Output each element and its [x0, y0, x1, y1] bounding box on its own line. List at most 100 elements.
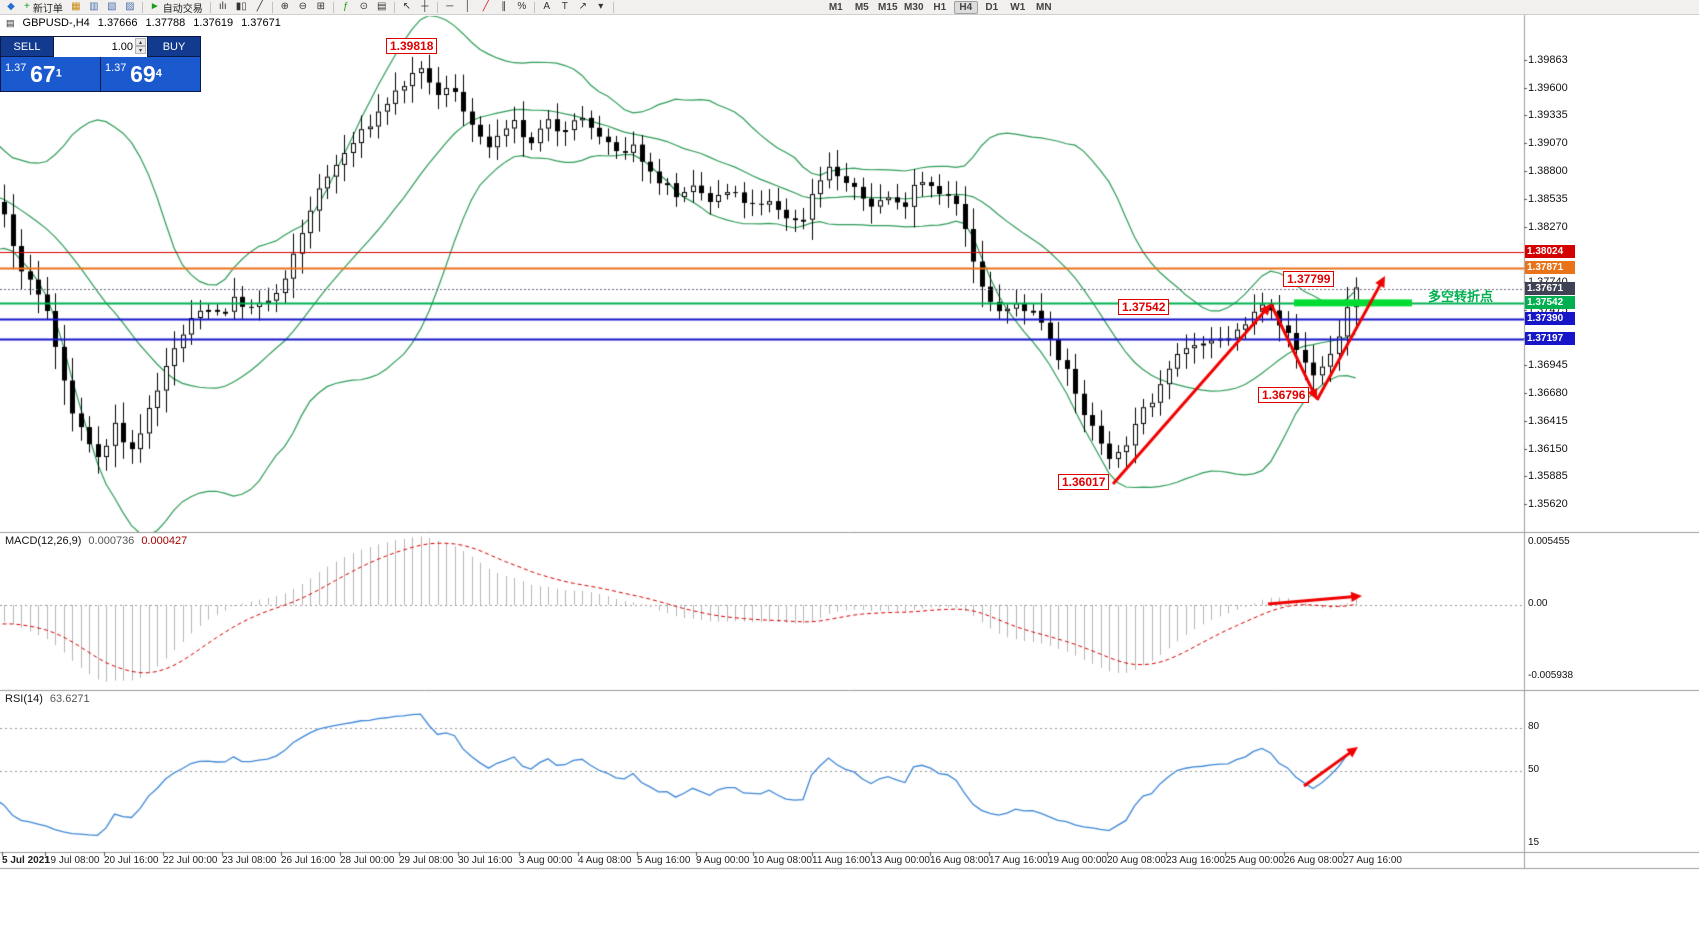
volume-stepper: ▴ ▾ [54, 37, 147, 57]
sell-price-pips: 67 [30, 61, 56, 87]
toolbar-separator [141, 1, 143, 13]
price-callout[interactable]: 1.36017 [1058, 474, 1110, 490]
horizontal-line-icon: ─ [446, 1, 454, 12]
rsi-indicator-label: RSI(14) 63.6271 [5, 693, 90, 705]
zoom-out-icon[interactable]: ⊖ [295, 1, 311, 14]
timeframe-mn-button[interactable]: MN [1035, 1, 1052, 13]
timeframe-m5-button[interactable]: M5 [854, 1, 869, 13]
navigator-icon: ▧ [107, 1, 117, 12]
timeframe-d1-button[interactable]: D1 [985, 1, 999, 13]
buy-price-prefix: 1.37 [105, 62, 127, 74]
new-order-button[interactable]: + 新订单 [21, 1, 66, 15]
zoom-in-icon[interactable]: ⊕ [277, 1, 293, 14]
timeframe-m15-button[interactable]: M15 [878, 1, 898, 13]
price-callout[interactable]: 1.37799 [1283, 271, 1335, 287]
app-icon[interactable]: ◆ [3, 1, 19, 14]
buy-price-pips: 69 [130, 61, 156, 87]
tile-windows-icon[interactable]: ⊞ [313, 1, 329, 14]
templates-icon[interactable]: ▤ [374, 1, 390, 14]
candlestick-chart-icon[interactable]: ▮▯ [233, 1, 250, 14]
candlestick-chart-icon: ▮▯ [235, 1, 247, 12]
vertical-line-icon: │ [464, 1, 471, 12]
quote-high: 1.37788 [145, 17, 186, 29]
text-icon: A [543, 1, 551, 12]
turning-point-annotation[interactable]: 多空转折点 [1428, 289, 1494, 304]
charts-window-icon[interactable]: ▦ [68, 1, 84, 14]
chart-quote-header: ▤ GBPUSD-,H4 1.37666 1.37788 1.37619 1.3… [6, 17, 281, 29]
navigator-icon[interactable]: ▧ [104, 1, 120, 14]
timeframe-m1-button[interactable]: M1 [828, 1, 843, 13]
macd-signal-value: 0.000427 [141, 535, 188, 547]
main-toolbar: ◆ + 新订单 ▦ ▥ ▧ ▨ ► 自动交易 ılı ▮▯ ╱ ⊕ ⊖ ⊞ ƒ ⊙ ▤ ↖ ┼ ─ │ ╱ ∥% A T ↗ ▾ M1 M… [0, 0, 1699, 15]
shapes-dropdown-icon[interactable]: ▾ [593, 1, 609, 14]
text-icon[interactable]: A [539, 1, 555, 14]
tile-windows-icon: ⊞ [316, 1, 325, 12]
crosshair-icon: ┼ [421, 1, 429, 12]
sell-price-button[interactable]: 1.37 671 [1, 57, 100, 91]
price-callout[interactable]: 1.36796 [1258, 387, 1310, 403]
price-callout[interactable]: 1.39818 [386, 38, 438, 54]
timeframe-h4-button[interactable]: H4 [953, 0, 978, 14]
zoom-in-icon: ⊕ [280, 1, 289, 12]
sell-price-point: 1 [55, 67, 62, 80]
cursor-icon[interactable]: ↖ [399, 1, 415, 14]
period-icon: ⊙ [359, 1, 368, 12]
rsi-name: RSI(14) [5, 693, 43, 705]
timeframe-w1-button[interactable]: W1 [1010, 1, 1026, 13]
buy-price-button[interactable]: 1.37 694 [101, 57, 200, 91]
quote-open: 1.37666 [97, 17, 138, 29]
toolbar-separator [332, 1, 334, 13]
cursor-icon: ↖ [402, 1, 411, 12]
line-chart-icon: ╱ [256, 1, 263, 12]
bar-chart-icon[interactable]: ılı [215, 1, 231, 14]
fibonacci-icon[interactable]: % [514, 1, 530, 14]
channel-icon: ∥ [501, 1, 507, 12]
terminal-icon[interactable]: ▨ [122, 1, 138, 14]
autotrading-button-label: 自动交易 [162, 3, 203, 15]
market-watch-icon[interactable]: ▥ [86, 1, 102, 14]
zoom-out-icon: ⊖ [298, 1, 307, 12]
arrows-tool-icon: ↗ [578, 1, 587, 12]
vertical-line-icon[interactable]: │ [460, 1, 476, 14]
symbol-period-label: GBPUSD-,H4 [22, 17, 90, 29]
new-order-icon: + [24, 1, 30, 12]
crosshair-icon[interactable]: ┼ [417, 1, 433, 14]
text-label-icon[interactable]: T [557, 1, 573, 14]
text-label-icon: T [561, 1, 568, 12]
timeframe-m30-button[interactable]: M30 [904, 1, 924, 13]
price-callout[interactable]: 1.37542 [1118, 299, 1170, 315]
market-watch-icon: ▥ [89, 1, 99, 12]
autotrading-icon: ► [149, 1, 160, 12]
channel-icon[interactable]: ∥ [496, 1, 512, 14]
charts-window-icon: ▦ [71, 1, 81, 12]
app-icon: ◆ [7, 1, 15, 12]
toolbar-separator [271, 1, 273, 13]
macd-value: 0.000736 [88, 535, 135, 547]
arrows-tool-icon[interactable]: ↗ [575, 1, 591, 14]
rsi-value: 63.6271 [49, 693, 90, 705]
sell-price-prefix: 1.37 [5, 62, 27, 74]
volume-input[interactable] [54, 37, 147, 57]
period-icon[interactable]: ⊙ [356, 1, 372, 14]
toolbar-separator [393, 1, 395, 13]
toolbar-separator [209, 1, 211, 13]
indicators-icon: ƒ [342, 1, 349, 12]
shapes-dropdown-icon: ▾ [598, 1, 604, 12]
volume-up-icon[interactable]: ▴ [135, 38, 146, 46]
autotrading-button[interactable]: ► 自动交易 [147, 1, 206, 15]
sell-button[interactable]: SELL [1, 37, 53, 56]
indicators-icon[interactable]: ƒ [338, 1, 354, 14]
toolbar-separator [533, 1, 535, 13]
timeframe-h1-button[interactable]: H1 [933, 1, 947, 13]
templates-icon: ▤ [377, 1, 387, 12]
line-chart-icon[interactable]: ╱ [252, 1, 268, 14]
volume-down-icon[interactable]: ▾ [135, 46, 146, 54]
horizontal-line-icon[interactable]: ─ [442, 1, 458, 14]
new-order-button-label: 新订单 [32, 3, 63, 15]
buy-button[interactable]: BUY [148, 37, 200, 56]
macd-name: MACD(12,26,9) [5, 535, 82, 547]
quote-close: 1.37671 [241, 17, 281, 29]
trendline-icon[interactable]: ╱ [478, 1, 494, 14]
trendline-icon: ╱ [482, 1, 489, 12]
